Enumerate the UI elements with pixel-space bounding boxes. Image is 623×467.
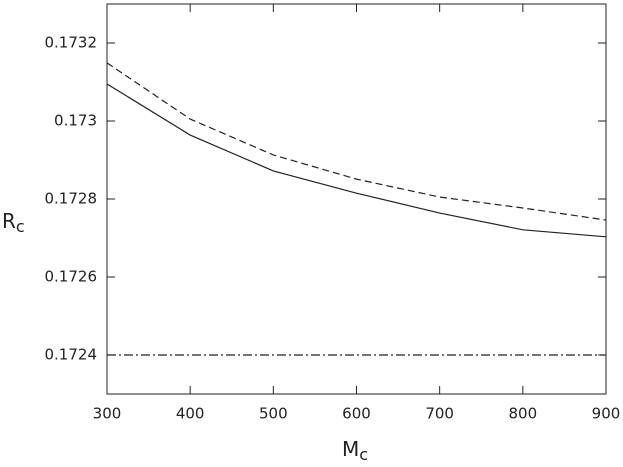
y-tick-label: 0.1726: [45, 268, 98, 286]
x-tick-label: 700: [425, 405, 454, 423]
y-tick-label: 0.1728: [45, 190, 98, 208]
y-axis-title: Rc: [2, 209, 25, 236]
x-axis-title-main: M: [342, 437, 359, 461]
x-axis-title: Mc: [342, 437, 368, 464]
x-tick-label: 900: [592, 405, 621, 423]
x-tick-label: 500: [259, 405, 288, 423]
x-tick-label: 300: [93, 405, 122, 423]
y-axis-title-main: R: [2, 209, 16, 233]
x-axis-title-sub: c: [359, 445, 368, 464]
series-line: [106, 62, 607, 221]
y-tick-label: 0.1732: [45, 34, 98, 52]
x-tick-label: 400: [176, 405, 205, 423]
x-tick-label: 600: [342, 405, 371, 423]
plot-frame: [106, 3, 607, 395]
y-tick-label: 0.1724: [45, 346, 98, 364]
x-tick-label: 800: [509, 405, 538, 423]
y-axis-title-sub: c: [16, 217, 25, 236]
y-tick-label: 0.173: [54, 112, 97, 130]
series-line: [106, 83, 607, 238]
